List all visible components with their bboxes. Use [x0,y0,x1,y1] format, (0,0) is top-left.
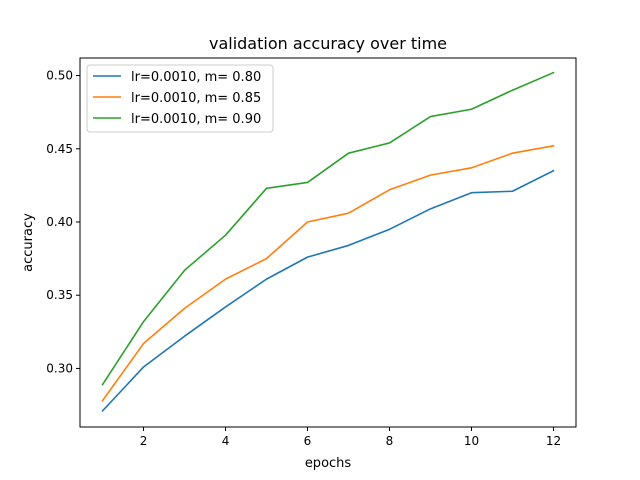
series-line-2 [101,144,555,402]
y-tick-label: 0.45 [46,142,73,156]
legend-label-2: lr=0.0010, m= 0.85 [131,91,261,106]
x-tick-label: 2 [140,434,148,448]
y-tick-label: 0.40 [46,215,73,229]
y-tick-label: 0.30 [46,361,73,375]
plot-lines [101,71,555,413]
y-axis-label: accuracy [21,213,36,272]
x-tick-label: 4 [222,434,230,448]
x-axis: 2 4 6 8 10 12 [140,427,561,448]
legend-frame [86,64,274,133]
chart-title: validation accuracy over time [209,34,447,53]
legend: lr=0.0010, m= 0.80 lr=0.0010, m= 0.85 lr=0… [86,64,274,133]
y-tick-label: 0.35 [46,288,73,302]
plot-area [79,57,577,428]
x-tick-label: 12 [546,434,561,448]
legend-label-1: lr=0.0010, m= 0.80 [131,70,261,85]
series-line-1 [101,169,555,413]
x-tick-label: 6 [304,434,312,448]
legend-label-3: lr=0.0010, m= 0.90 [131,112,261,127]
y-axis: 0.30 0.35 0.40 0.45 0.50 [46,69,80,375]
y-tick-label: 0.50 [46,69,73,83]
x-tick-label: 10 [464,434,479,448]
series-line-3 [101,71,555,386]
x-axis-label: epochs [305,456,352,471]
x-tick-label: 8 [386,434,394,448]
